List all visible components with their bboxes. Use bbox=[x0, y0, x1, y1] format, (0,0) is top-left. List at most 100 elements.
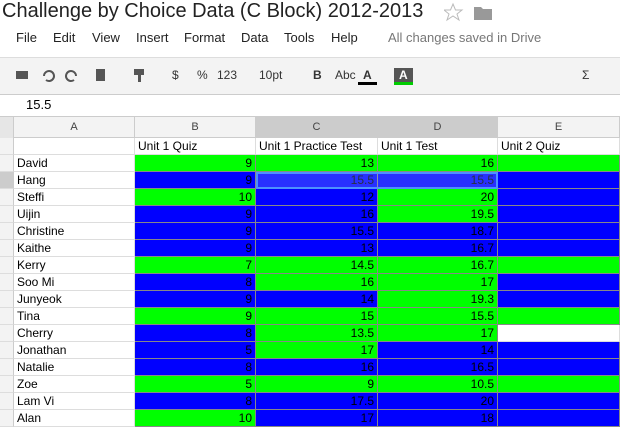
data-cell[interactable]: 15 bbox=[256, 308, 378, 325]
data-cell[interactable]: 10 bbox=[135, 189, 256, 206]
data-cell[interactable] bbox=[498, 257, 620, 274]
menu-item[interactable]: Format bbox=[184, 30, 226, 45]
data-cell[interactable] bbox=[498, 223, 620, 240]
data-cell[interactable] bbox=[498, 410, 620, 427]
data-cell[interactable]: 16.7 bbox=[378, 257, 498, 274]
data-cell[interactable]: 18.7 bbox=[378, 223, 498, 240]
data-cell[interactable] bbox=[498, 240, 620, 257]
data-cell[interactable]: 17 bbox=[256, 410, 378, 427]
data-cell[interactable]: 17 bbox=[378, 325, 498, 342]
data-cell[interactable]: 15.5 bbox=[378, 308, 498, 325]
data-cell[interactable]: 14.5 bbox=[256, 257, 378, 274]
name-cell[interactable]: David bbox=[14, 155, 135, 172]
toolbar-button[interactable]: Abc bbox=[335, 68, 356, 82]
data-cell[interactable]: 17 bbox=[256, 342, 378, 359]
data-cell[interactable]: 9 bbox=[256, 376, 378, 393]
data-cell[interactable]: 13 bbox=[256, 155, 378, 172]
name-cell[interactable]: Zoe bbox=[14, 376, 135, 393]
data-cell[interactable]: 15.5 bbox=[256, 223, 378, 240]
toolbar-button[interactable]: A bbox=[394, 68, 413, 85]
menu-item[interactable]: Insert bbox=[136, 30, 169, 45]
data-cell[interactable]: 8 bbox=[135, 393, 256, 410]
data-cell[interactable] bbox=[498, 172, 620, 189]
column-header[interactable]: B bbox=[135, 117, 256, 138]
data-cell[interactable]: 19.5 bbox=[378, 206, 498, 223]
data-cell[interactable]: 12 bbox=[256, 189, 378, 206]
data-cell[interactable]: 9 bbox=[135, 172, 256, 189]
name-cell[interactable]: Soo Mi bbox=[14, 274, 135, 291]
data-cell[interactable]: 9 bbox=[135, 308, 256, 325]
name-cell[interactable]: Kaithe bbox=[14, 240, 135, 257]
data-cell[interactable]: 10.5 bbox=[378, 376, 498, 393]
toolbar-button[interactable]: B bbox=[313, 68, 322, 82]
data-cell[interactable]: 16 bbox=[256, 206, 378, 223]
data-cell[interactable]: 16 bbox=[378, 155, 498, 172]
data-cell[interactable] bbox=[498, 291, 620, 308]
data-cell[interactable]: 16.5 bbox=[378, 359, 498, 376]
data-cell[interactable]: 17.5 bbox=[256, 393, 378, 410]
name-cell[interactable]: Cherry bbox=[14, 325, 135, 342]
menu-item[interactable]: View bbox=[92, 30, 120, 45]
data-cell[interactable]: 8 bbox=[135, 325, 256, 342]
data-cell[interactable] bbox=[498, 189, 620, 206]
data-cell[interactable]: 5 bbox=[135, 342, 256, 359]
column-header[interactable]: E bbox=[498, 117, 620, 138]
data-cell[interactable]: 16 bbox=[256, 359, 378, 376]
data-cell[interactable]: 9 bbox=[135, 291, 256, 308]
data-cell[interactable] bbox=[498, 376, 620, 393]
data-cell[interactable]: 16 bbox=[256, 274, 378, 291]
data-cell[interactable]: 19.3 bbox=[378, 291, 498, 308]
toolbar-button[interactable]: A bbox=[358, 68, 377, 85]
data-cell[interactable] bbox=[498, 274, 620, 291]
name-cell[interactable]: Tina bbox=[14, 308, 135, 325]
name-cell[interactable]: Hang bbox=[14, 172, 135, 189]
data-cell[interactable] bbox=[498, 359, 620, 376]
toolbar-button[interactable]: % bbox=[197, 68, 208, 82]
data-cell[interactable]: 13 bbox=[256, 240, 378, 257]
data-cell[interactable] bbox=[498, 325, 620, 342]
data-cell[interactable]: 9 bbox=[135, 240, 256, 257]
name-cell[interactable]: Steffi bbox=[14, 189, 135, 206]
name-cell[interactable]: Junyeok bbox=[14, 291, 135, 308]
menu-item[interactable]: Help bbox=[331, 30, 358, 45]
column-header[interactable]: C bbox=[256, 117, 378, 138]
menu-item[interactable]: File bbox=[16, 30, 37, 45]
data-cell[interactable]: 10 bbox=[135, 410, 256, 427]
data-cell[interactable]: 9 bbox=[135, 206, 256, 223]
toolbar-button[interactable]: $ bbox=[172, 68, 179, 82]
data-cell[interactable]: 5 bbox=[135, 376, 256, 393]
data-cell[interactable]: 16.7 bbox=[378, 240, 498, 257]
data-cell[interactable]: 18 bbox=[378, 410, 498, 427]
data-cell[interactable]: 20 bbox=[378, 189, 498, 206]
menu-item[interactable]: Edit bbox=[53, 30, 76, 45]
data-cell[interactable]: 13.5 bbox=[256, 325, 378, 342]
data-cell[interactable] bbox=[498, 308, 620, 325]
column-header[interactable]: D bbox=[378, 117, 498, 138]
toolbar-button[interactable]: Σ bbox=[582, 68, 590, 82]
data-cell[interactable] bbox=[498, 393, 620, 410]
column-header[interactable]: A bbox=[14, 117, 135, 138]
toolbar-button[interactable]: 123 bbox=[217, 68, 238, 82]
name-cell[interactable]: Natalie bbox=[14, 359, 135, 376]
data-cell[interactable] bbox=[498, 342, 620, 359]
data-cell[interactable]: 8 bbox=[135, 359, 256, 376]
name-cell[interactable]: Kerry bbox=[14, 257, 135, 274]
name-cell[interactable]: Jonathan bbox=[14, 342, 135, 359]
data-cell[interactable]: 9 bbox=[135, 155, 256, 172]
name-cell[interactable]: Christine bbox=[14, 223, 135, 240]
name-cell[interactable]: Alan bbox=[14, 410, 135, 427]
toolbar-button[interactable]: 10pt bbox=[259, 68, 283, 82]
menu-item[interactable]: Data bbox=[241, 30, 269, 45]
data-cell[interactable] bbox=[498, 155, 620, 172]
data-cell[interactable]: 9 bbox=[135, 223, 256, 240]
data-cell[interactable]: 14 bbox=[378, 342, 498, 359]
menu-item[interactable]: Tools bbox=[284, 30, 315, 45]
data-cell[interactable]: 8 bbox=[135, 274, 256, 291]
data-cell[interactable]: 14 bbox=[256, 291, 378, 308]
data-cell[interactable] bbox=[498, 206, 620, 223]
name-cell[interactable]: Uijin bbox=[14, 206, 135, 223]
data-cell[interactable]: 17 bbox=[378, 274, 498, 291]
data-cell[interactable]: 20 bbox=[378, 393, 498, 410]
name-cell[interactable]: Lam Vi bbox=[14, 393, 135, 410]
data-cell[interactable]: 7 bbox=[135, 257, 256, 274]
